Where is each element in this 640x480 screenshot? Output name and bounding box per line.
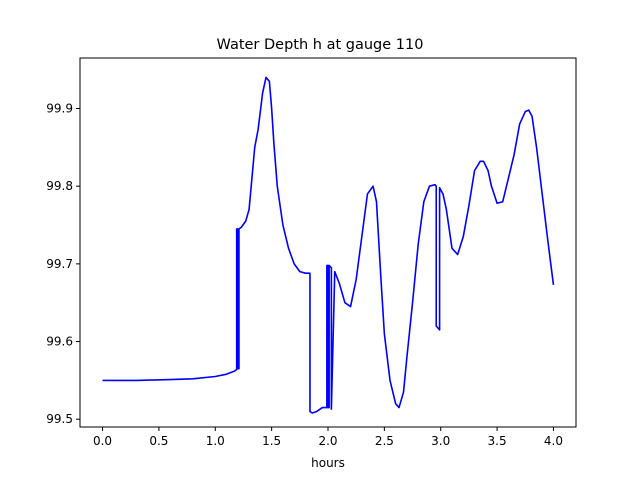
x-tick-label: 1.0 xyxy=(206,434,225,448)
y-tick-label: 99.5 xyxy=(46,412,73,426)
y-axis-ticks: 99.5 99.6 99.7 99.8 99.9 xyxy=(46,101,80,426)
x-tick-label: 3.0 xyxy=(431,434,450,448)
x-tick-label: 1.5 xyxy=(262,434,281,448)
x-tick-label: 0.5 xyxy=(149,434,168,448)
y-tick-label: 99.8 xyxy=(46,179,73,193)
x-tick-label: 2.5 xyxy=(375,434,394,448)
y-tick-label: 99.7 xyxy=(46,257,73,271)
x-tick-label: 4.0 xyxy=(544,434,563,448)
chart-title: Water Depth h at gauge 110 xyxy=(217,37,424,53)
x-axis-label: hours xyxy=(311,456,345,470)
y-tick-label: 99.6 xyxy=(46,335,73,349)
series-line xyxy=(102,76,555,414)
axes-frame xyxy=(79,57,577,428)
plot-area xyxy=(102,76,555,414)
x-axis-ticks: 0.0 0.5 1.0 1.5 2.0 2.5 3.0 3.5 4.0 xyxy=(93,427,563,448)
x-tick-label: 2.0 xyxy=(318,434,337,448)
x-tick-label: 0.0 xyxy=(93,434,112,448)
y-tick-label: 99.9 xyxy=(46,101,73,115)
x-tick-label: 3.5 xyxy=(488,434,507,448)
